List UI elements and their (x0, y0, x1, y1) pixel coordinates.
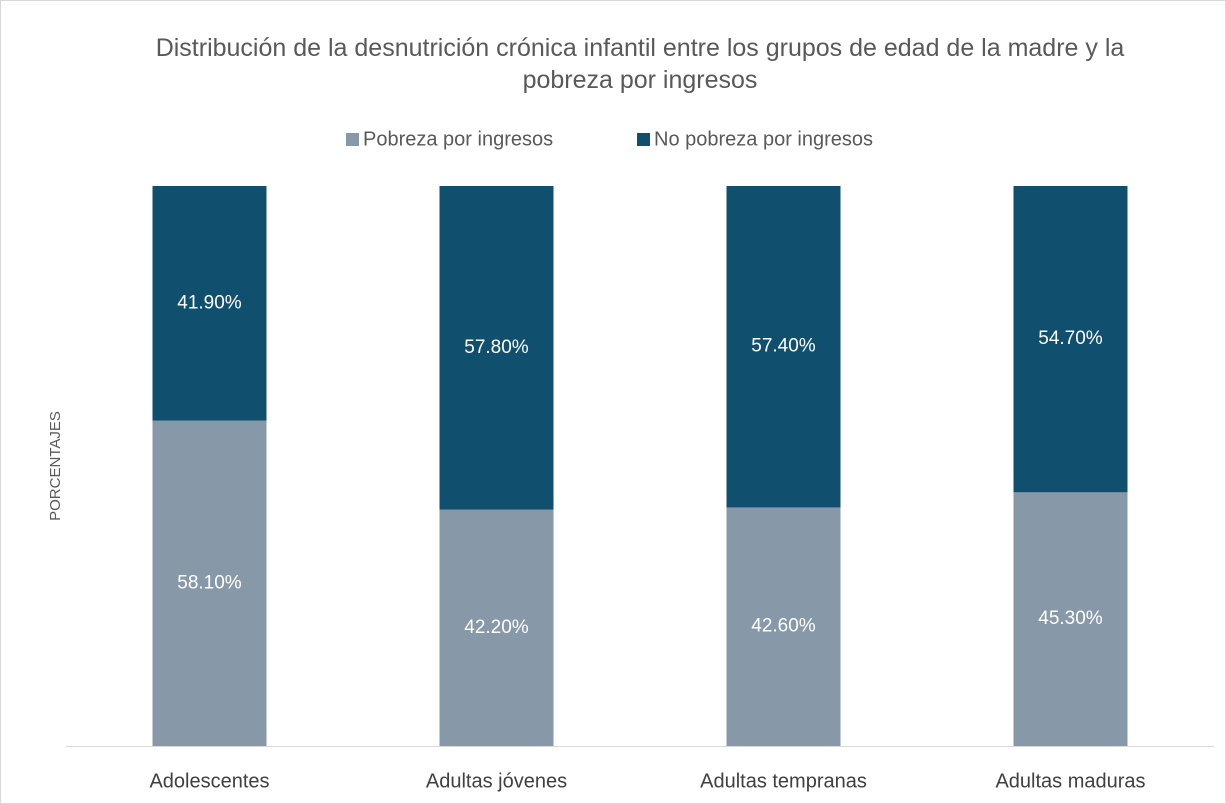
data-label: 57.80% (464, 337, 529, 358)
x-tick-label: Adultas maduras (995, 770, 1145, 792)
bar-segment (439, 186, 554, 510)
bar-segment (152, 186, 267, 421)
data-label: 45.30% (1038, 608, 1103, 629)
chart-title: Distribución de la desnutrición crónica … (155, 34, 1125, 94)
bar-segment (726, 507, 841, 746)
data-label: 57.40% (751, 336, 816, 357)
y-axis-label: PORCENTAJES (47, 411, 64, 521)
x-tick-label: Adultas jóvenes (426, 770, 567, 792)
data-label: 58.10% (177, 572, 242, 593)
bar-segment (1013, 186, 1128, 493)
legend-swatch (346, 133, 359, 146)
data-label: 41.90% (177, 292, 242, 313)
bar-segment (152, 420, 267, 746)
data-label: 42.60% (751, 616, 816, 637)
legend-swatch (637, 133, 650, 146)
bar-segment (726, 186, 841, 508)
x-tick-label: Adultas tempranas (700, 770, 867, 792)
data-label: 54.70% (1038, 328, 1103, 349)
bar-segment (439, 509, 554, 746)
legend-label: No pobreza por ingresos (654, 128, 873, 150)
bar-segment (1013, 492, 1128, 746)
legend-label: Pobreza por ingresos (363, 128, 553, 150)
x-tick-label: Adolescentes (149, 770, 269, 792)
data-label: 42.20% (464, 617, 529, 638)
